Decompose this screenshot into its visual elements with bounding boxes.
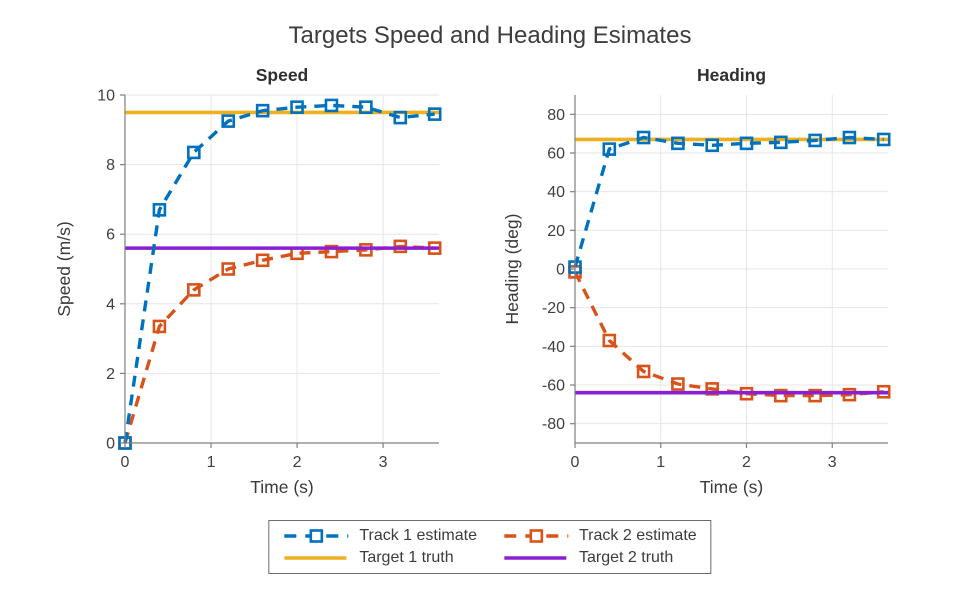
speed-x-axis-label: Time (s) xyxy=(250,477,314,497)
legend-item-target-2-truth: Target 2 truth xyxy=(503,547,697,568)
svg-text:6: 6 xyxy=(106,227,115,244)
svg-text:-80: -80 xyxy=(542,416,565,433)
svg-text:-20: -20 xyxy=(542,300,565,317)
series-group xyxy=(118,98,442,450)
svg-text:0: 0 xyxy=(106,436,115,453)
svg-text:10: 10 xyxy=(97,88,115,105)
tick-labels: 0 1 2 3 -80 -60 -40 -20 0 20 40 60 80 xyxy=(542,107,837,471)
svg-text:4: 4 xyxy=(106,296,115,313)
grid-lines xyxy=(125,94,439,443)
axes xyxy=(570,95,888,448)
svg-text:3: 3 xyxy=(379,454,388,471)
svg-text:40: 40 xyxy=(547,184,565,201)
svg-text:0: 0 xyxy=(121,454,130,471)
svg-text:1: 1 xyxy=(656,454,665,471)
solid-line-sample xyxy=(284,555,347,560)
dashed-line-sample xyxy=(504,528,568,543)
svg-text:80: 80 xyxy=(547,107,565,124)
svg-text:0: 0 xyxy=(571,454,580,471)
legend-item-track-1-estimate: Track 1 estimate xyxy=(283,525,477,546)
heading-chart: 0 1 2 3 -80 -60 -40 -20 0 20 40 60 80 Heading Time (s)… xyxy=(502,65,891,497)
legend-label: Track 2 estimate xyxy=(579,526,697,544)
svg-text:2: 2 xyxy=(742,454,751,471)
legend-item-target-1-truth: Target 1 truth xyxy=(283,547,477,568)
svg-text:-40: -40 xyxy=(542,339,565,356)
grid-lines xyxy=(575,95,888,443)
speed-subplot-title: Speed xyxy=(256,65,309,85)
svg-text:2: 2 xyxy=(106,366,115,383)
legend-label: Target 1 truth xyxy=(359,548,454,566)
series-group xyxy=(568,130,891,403)
legend-item-track-2-estimate: Track 2 estimate xyxy=(503,525,697,546)
svg-text:1: 1 xyxy=(207,454,216,471)
speed-chart: 0 1 2 3 0 2 4 6 8 10 Speed Time (s) Speed (m/s) xyxy=(54,65,442,497)
figure-title: Targets Speed and Heading Esimates xyxy=(288,22,692,49)
legend-label: Track 1 estimate xyxy=(359,526,477,544)
axes xyxy=(120,94,439,448)
heading-subplot-title: Heading xyxy=(697,65,766,85)
svg-text:20: 20 xyxy=(547,223,565,240)
series-track-1-estimate xyxy=(118,98,442,450)
solid-line-sample xyxy=(504,555,566,560)
svg-text:2: 2 xyxy=(293,454,302,471)
svg-text:0: 0 xyxy=(556,262,565,279)
svg-text:60: 60 xyxy=(547,146,565,163)
heading-y-axis-label: Heading (deg) xyxy=(502,214,522,325)
series-track-2-estimate xyxy=(568,265,891,403)
legend: Track 1 estimate Track 2 estimate Target 1… xyxy=(268,520,712,574)
dashed-line-sample xyxy=(284,528,349,543)
svg-text:-60: -60 xyxy=(542,378,565,395)
legend-label: Target 2 truth xyxy=(579,548,674,566)
series-track-2-estimate xyxy=(118,239,442,450)
svg-text:8: 8 xyxy=(106,157,115,174)
tick-labels: 0 1 2 3 0 2 4 6 8 10 xyxy=(97,88,387,472)
heading-x-axis-label: Time (s) xyxy=(700,477,764,497)
speed-y-axis-label: Speed (m/s) xyxy=(54,221,74,316)
series-track-1-estimate xyxy=(568,130,891,274)
svg-text:3: 3 xyxy=(828,454,837,471)
